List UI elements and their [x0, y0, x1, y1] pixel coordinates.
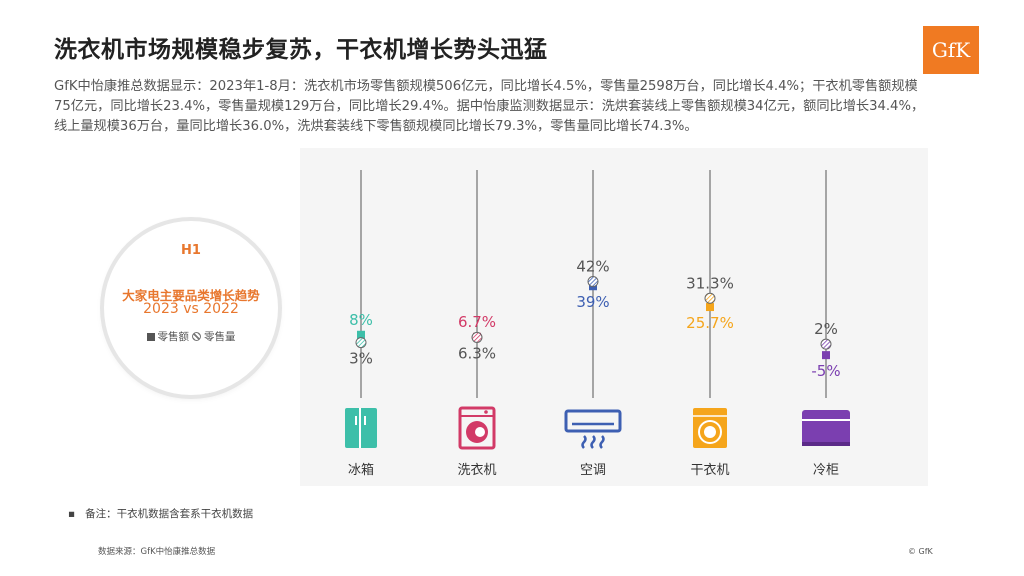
value-data-label: 8%	[349, 311, 373, 329]
value-data-label: -5%	[811, 362, 840, 380]
volume-data-label: 42%	[576, 258, 609, 276]
washer-knob	[484, 410, 488, 414]
badge-years: 2023 vs 2022	[143, 301, 239, 317]
footnote: ▪ 备注：干衣机数据含套系干衣机数据	[68, 508, 254, 520]
legend-value-label: 零售额	[157, 331, 190, 343]
washer-body	[458, 406, 496, 450]
volume-data-label: 2%	[814, 320, 838, 338]
category-label: 冰箱	[348, 462, 374, 478]
freezer-body	[802, 410, 850, 446]
freezer-base	[802, 442, 850, 446]
volume-data-label: 31.3%	[686, 274, 734, 292]
ac-airflow	[581, 435, 587, 449]
freezer-icon	[802, 410, 850, 446]
volume-data-label: 3%	[349, 350, 373, 368]
badge-subtitle: 大家电主要品类增长趋势	[122, 288, 260, 303]
category-label: 空调	[580, 463, 606, 478]
fridge-handle	[355, 416, 357, 425]
data-source: 数据来源：GfK中怡康推总数据	[98, 547, 216, 557]
washer-window	[475, 427, 485, 437]
value-marker	[706, 303, 714, 312]
legend-hatch-icon	[192, 332, 201, 341]
refrigerator-icon	[345, 408, 377, 448]
dryer-window	[704, 426, 716, 438]
value-data-label: 39%	[576, 293, 609, 311]
gfk-logo: GfK	[923, 26, 979, 74]
value-data-label: 6.7%	[458, 313, 496, 331]
summary-text: GfK中怡康推总数据显示：2023年1-8月：洗衣机市场零售额规模506亿元，同…	[54, 79, 925, 134]
volume-marker	[471, 331, 483, 343]
value-data-label: 25.7%	[686, 314, 734, 332]
dryer-icon	[693, 408, 727, 448]
chart-legend: 零售额 零售量	[104, 329, 278, 344]
legend-square-icon	[146, 332, 155, 341]
category-label: 冷柜	[813, 463, 839, 478]
volume-marker	[820, 338, 832, 350]
badge-period: H1	[181, 243, 201, 258]
copyright: © GfK	[908, 547, 933, 556]
ac-airflow	[590, 435, 596, 449]
washing-machine-icon	[458, 406, 496, 450]
category-label: 干衣机	[690, 462, 729, 478]
period-badge: H1 大家电主要品类增长趋势 2023 vs 2022 零售额 零售量	[104, 221, 278, 395]
legend-volume-label: 零售量	[204, 331, 236, 343]
volume-marker	[704, 292, 716, 304]
fridge-handle	[364, 416, 366, 425]
category-label: 洗衣机	[457, 462, 496, 478]
volume-marker	[355, 337, 367, 349]
value-marker	[357, 330, 365, 339]
air-conditioner-icon	[564, 409, 622, 449]
dryer-drum	[698, 420, 722, 444]
ac-body	[564, 409, 622, 433]
volume-marker	[587, 276, 599, 288]
footnote-text: 备注：干衣机数据含套系干衣机数据	[85, 508, 254, 520]
page-title: 洗衣机市场规模稳步复苏，干衣机增长势头迅猛	[54, 37, 548, 63]
value-marker	[822, 351, 830, 360]
ac-airflow	[599, 435, 605, 449]
volume-data-label: 6.3%	[458, 344, 496, 362]
